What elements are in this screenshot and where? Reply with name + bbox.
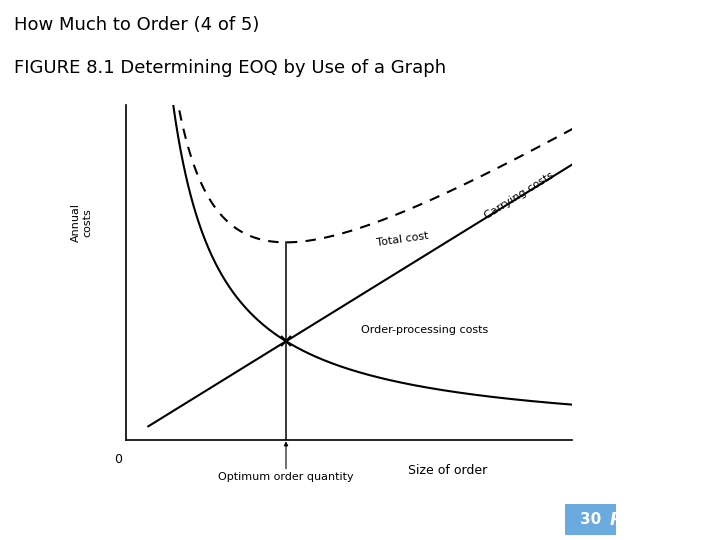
Text: How Much to Order (4 of 5): How Much to Order (4 of 5) (14, 16, 260, 34)
Text: 30: 30 (580, 512, 601, 527)
Text: Size of order: Size of order (408, 463, 487, 476)
Bar (565, 504, 616, 535)
Text: PEARSON: PEARSON (609, 511, 698, 529)
Text: Optimum order quantity: Optimum order quantity (218, 472, 354, 483)
Text: Total cost: Total cost (376, 231, 429, 248)
Text: FIGURE 8.1 Determining EOQ by Use of a Graph: FIGURE 8.1 Determining EOQ by Use of a G… (14, 59, 446, 77)
Text: Carrying costs: Carrying costs (482, 170, 555, 221)
Text: Order-processing costs: Order-processing costs (361, 325, 489, 335)
Text: Annual
costs: Annual costs (71, 203, 92, 242)
Text: Copyright © 2015, 2012, 2009 Pearson Education, Inc. All Rights Reserved: Copyright © 2015, 2012, 2009 Pearson Edu… (14, 513, 483, 526)
Text: 0: 0 (114, 453, 122, 465)
